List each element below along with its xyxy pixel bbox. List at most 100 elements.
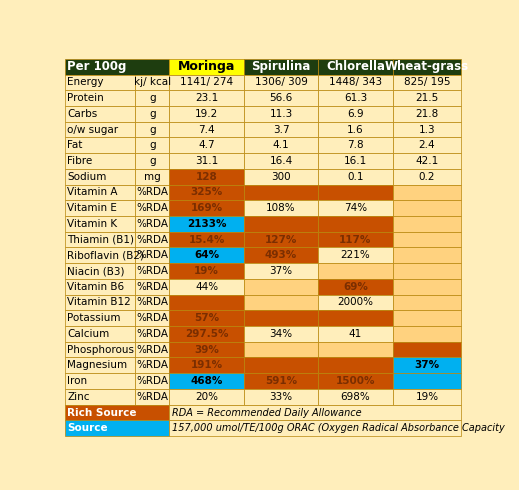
FancyBboxPatch shape [169, 247, 244, 263]
FancyBboxPatch shape [244, 74, 318, 90]
FancyBboxPatch shape [169, 169, 244, 185]
FancyBboxPatch shape [65, 153, 135, 169]
FancyBboxPatch shape [135, 373, 169, 389]
FancyBboxPatch shape [65, 122, 135, 137]
FancyBboxPatch shape [135, 137, 169, 153]
FancyBboxPatch shape [393, 373, 461, 389]
FancyBboxPatch shape [169, 326, 244, 342]
FancyBboxPatch shape [65, 373, 135, 389]
Text: 221%: 221% [340, 250, 371, 260]
Text: 468%: 468% [190, 376, 223, 386]
Text: %RDA: %RDA [136, 376, 168, 386]
FancyBboxPatch shape [169, 153, 244, 169]
Text: g: g [149, 140, 156, 150]
FancyBboxPatch shape [169, 263, 244, 279]
Text: 15.4%: 15.4% [188, 235, 225, 245]
FancyBboxPatch shape [65, 232, 135, 247]
Text: 31.1: 31.1 [195, 156, 218, 166]
FancyBboxPatch shape [169, 185, 244, 200]
FancyBboxPatch shape [169, 232, 244, 247]
FancyBboxPatch shape [244, 358, 318, 373]
FancyBboxPatch shape [65, 420, 169, 436]
FancyBboxPatch shape [135, 106, 169, 122]
Text: %RDA: %RDA [136, 250, 168, 260]
Text: Vitamin A: Vitamin A [67, 188, 118, 197]
Text: Vitamin B12: Vitamin B12 [67, 297, 131, 307]
Text: %RDA: %RDA [136, 188, 168, 197]
Text: Fat: Fat [67, 140, 83, 150]
FancyBboxPatch shape [65, 279, 135, 294]
Text: 44%: 44% [195, 282, 218, 292]
Text: Moringa: Moringa [178, 60, 235, 73]
Text: 37%: 37% [414, 360, 440, 370]
FancyBboxPatch shape [244, 153, 318, 169]
Text: 21.8: 21.8 [415, 109, 439, 119]
FancyBboxPatch shape [169, 122, 244, 137]
Text: 42.1: 42.1 [415, 156, 439, 166]
FancyBboxPatch shape [318, 279, 393, 294]
FancyBboxPatch shape [135, 185, 169, 200]
FancyBboxPatch shape [393, 232, 461, 247]
Text: %RDA: %RDA [136, 282, 168, 292]
FancyBboxPatch shape [318, 310, 393, 326]
FancyBboxPatch shape [65, 405, 169, 420]
Text: Vitamin E: Vitamin E [67, 203, 117, 213]
Text: 191%: 191% [190, 360, 223, 370]
FancyBboxPatch shape [244, 342, 318, 358]
Text: 19.2: 19.2 [195, 109, 218, 119]
FancyBboxPatch shape [318, 169, 393, 185]
Text: 325%: 325% [190, 188, 223, 197]
FancyBboxPatch shape [393, 294, 461, 310]
FancyBboxPatch shape [244, 294, 318, 310]
FancyBboxPatch shape [65, 59, 169, 74]
Text: 1.3: 1.3 [418, 124, 435, 135]
Text: 127%: 127% [265, 235, 297, 245]
FancyBboxPatch shape [65, 169, 135, 185]
FancyBboxPatch shape [169, 358, 244, 373]
FancyBboxPatch shape [393, 59, 461, 74]
FancyBboxPatch shape [318, 216, 393, 232]
FancyBboxPatch shape [318, 294, 393, 310]
Text: 23.1: 23.1 [195, 93, 218, 103]
FancyBboxPatch shape [244, 59, 318, 74]
FancyBboxPatch shape [244, 263, 318, 279]
FancyBboxPatch shape [244, 216, 318, 232]
Text: kj/ kcal: kj/ kcal [134, 77, 171, 87]
Text: Rich Source: Rich Source [67, 408, 137, 417]
FancyBboxPatch shape [65, 185, 135, 200]
Text: Spirulina: Spirulina [251, 60, 311, 73]
FancyBboxPatch shape [244, 137, 318, 153]
Text: 2.4: 2.4 [418, 140, 435, 150]
Text: Potassium: Potassium [67, 313, 121, 323]
Text: 2000%: 2000% [337, 297, 374, 307]
Text: 19%: 19% [194, 266, 219, 276]
FancyBboxPatch shape [65, 247, 135, 263]
FancyBboxPatch shape [169, 373, 244, 389]
Text: 591%: 591% [265, 376, 297, 386]
FancyBboxPatch shape [65, 137, 135, 153]
FancyBboxPatch shape [169, 137, 244, 153]
FancyBboxPatch shape [318, 122, 393, 137]
FancyBboxPatch shape [169, 216, 244, 232]
FancyBboxPatch shape [393, 169, 461, 185]
Text: Vitamin K: Vitamin K [67, 219, 117, 229]
Text: 1306/ 309: 1306/ 309 [255, 77, 308, 87]
Text: g: g [149, 124, 156, 135]
Text: 11.3: 11.3 [269, 109, 293, 119]
FancyBboxPatch shape [318, 200, 393, 216]
FancyBboxPatch shape [318, 90, 393, 106]
Text: Vitamin B6: Vitamin B6 [67, 282, 125, 292]
Text: g: g [149, 93, 156, 103]
Text: 108%: 108% [266, 203, 296, 213]
FancyBboxPatch shape [318, 137, 393, 153]
FancyBboxPatch shape [318, 185, 393, 200]
FancyBboxPatch shape [65, 90, 135, 106]
FancyBboxPatch shape [244, 106, 318, 122]
Text: 4.7: 4.7 [198, 140, 215, 150]
FancyBboxPatch shape [244, 326, 318, 342]
FancyBboxPatch shape [393, 279, 461, 294]
FancyBboxPatch shape [169, 294, 244, 310]
Text: 19%: 19% [415, 392, 439, 402]
Text: 34%: 34% [269, 329, 293, 339]
FancyBboxPatch shape [318, 389, 393, 405]
